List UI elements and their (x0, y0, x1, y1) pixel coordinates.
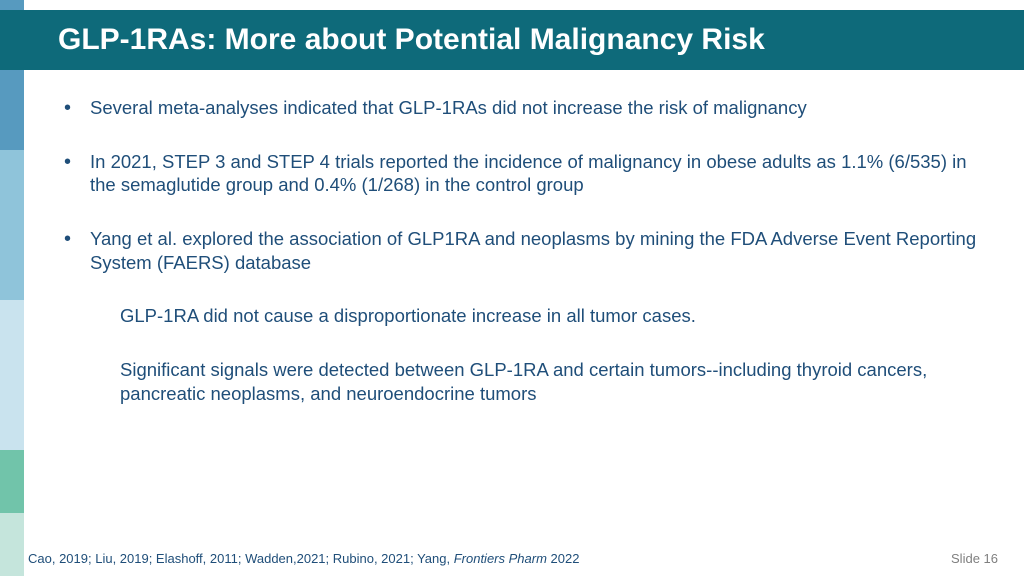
accent-seg-4 (0, 450, 24, 513)
sub-point: GLP-1RA did not cause a disproportionate… (120, 304, 980, 328)
accent-seg-5 (0, 513, 24, 576)
accent-seg-2 (0, 150, 24, 300)
content-area: Several meta-analyses indicated that GLP… (60, 96, 980, 435)
citation-italic: Frontiers Pharm (454, 551, 547, 566)
bullet-list: Several meta-analyses indicated that GLP… (60, 96, 980, 274)
citation-text: Cao, 2019; Liu, 2019; Elashoff, 2011; Wa… (28, 551, 579, 566)
sub-point-group: GLP-1RA did not cause a disproportionate… (120, 304, 980, 405)
citation-prefix: Cao, 2019; Liu, 2019; Elashoff, 2011; Wa… (28, 551, 454, 566)
slide-title: GLP-1RAs: More about Potential Malignanc… (58, 23, 765, 57)
title-bar: GLP-1RAs: More about Potential Malignanc… (0, 10, 1024, 70)
accent-seg-3 (0, 300, 24, 450)
bullet-item: Several meta-analyses indicated that GLP… (60, 96, 980, 120)
bullet-item: Yang et al. explored the association of … (60, 227, 980, 274)
left-accent-bar (0, 0, 24, 576)
slide: GLP-1RAs: More about Potential Malignanc… (0, 0, 1024, 576)
sub-point: Significant signals were detected betwee… (120, 358, 980, 405)
footer: Cao, 2019; Liu, 2019; Elashoff, 2011; Wa… (28, 551, 998, 566)
bullet-item: In 2021, STEP 3 and STEP 4 trials report… (60, 150, 980, 197)
slide-number: Slide 16 (951, 551, 998, 566)
citation-suffix: 2022 (547, 551, 580, 566)
